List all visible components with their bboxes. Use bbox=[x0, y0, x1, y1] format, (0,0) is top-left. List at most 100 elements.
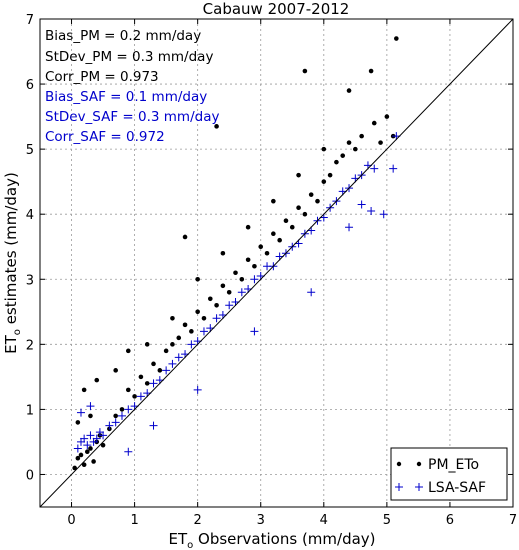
legend-box bbox=[390, 447, 508, 501]
data-point bbox=[371, 120, 377, 126]
legend-label-pm: PM_ETo bbox=[428, 457, 479, 473]
data-point bbox=[195, 309, 200, 315]
data-point bbox=[85, 449, 90, 454]
data-point bbox=[195, 276, 200, 282]
data-point bbox=[80, 434, 89, 443]
data-point bbox=[302, 68, 308, 74]
y-axis-label: ETo estimates (mm/day) bbox=[2, 172, 23, 354]
data-point bbox=[94, 377, 100, 383]
data-point bbox=[92, 434, 101, 443]
data-point bbox=[182, 234, 188, 240]
data-point bbox=[144, 342, 150, 347]
data-point bbox=[132, 394, 137, 399]
data-point bbox=[113, 368, 118, 373]
data-point bbox=[199, 327, 208, 336]
data-point bbox=[72, 465, 77, 471]
legend-label-saf: LSA-SAF bbox=[428, 480, 486, 496]
data-point bbox=[105, 421, 114, 430]
stat-stdev-saf: StDev_SAF = 0.3 mm/day bbox=[45, 109, 219, 125]
data-point bbox=[113, 413, 118, 419]
x-tick-label: 0 bbox=[67, 513, 75, 528]
data-point bbox=[271, 231, 276, 237]
data-point bbox=[308, 192, 314, 197]
data-point bbox=[189, 329, 194, 334]
data-point bbox=[86, 402, 95, 411]
data-point bbox=[78, 452, 84, 458]
data-point bbox=[237, 288, 246, 297]
data-point bbox=[378, 140, 383, 145]
data-point bbox=[245, 224, 251, 230]
data-point bbox=[207, 296, 213, 302]
data-point bbox=[125, 348, 131, 354]
data-point bbox=[193, 385, 202, 394]
x-axis-label-subscript: o bbox=[187, 540, 193, 550]
data-point bbox=[389, 164, 398, 173]
data-point bbox=[302, 211, 308, 217]
data-point bbox=[75, 420, 81, 425]
data-point bbox=[100, 442, 106, 448]
x-tick-label: 6 bbox=[446, 513, 454, 528]
data-point bbox=[182, 322, 188, 328]
data-point bbox=[170, 342, 175, 347]
data-point bbox=[346, 140, 352, 145]
data-point bbox=[271, 198, 276, 204]
legend-marker-saf bbox=[395, 483, 423, 491]
y-tick-label: 1 bbox=[26, 403, 34, 418]
data-point bbox=[201, 316, 207, 321]
data-point bbox=[214, 302, 219, 308]
data-point bbox=[119, 407, 125, 412]
stat-bias-saf: Bias_SAF = 0.1 mm/day bbox=[45, 89, 207, 105]
data-point bbox=[368, 68, 374, 74]
data-point bbox=[225, 301, 234, 310]
data-point bbox=[111, 418, 120, 427]
data-marks bbox=[72, 36, 401, 471]
grid-lines bbox=[40, 18, 514, 507]
stat-stdev-pm: StDev_PM = 0.3 mm/day bbox=[45, 49, 213, 65]
data-point bbox=[283, 218, 289, 224]
data-point bbox=[117, 411, 126, 420]
data-point bbox=[226, 289, 232, 295]
data-point bbox=[86, 431, 95, 440]
data-point bbox=[83, 441, 92, 450]
data-point bbox=[125, 387, 131, 393]
data-point bbox=[370, 164, 379, 173]
y-tick-label: 6 bbox=[26, 78, 34, 93]
data-point bbox=[88, 446, 93, 451]
chart-title: Cabauw 2007-2012 bbox=[203, 0, 350, 18]
data-point bbox=[321, 146, 327, 152]
x-tick-label: 7 bbox=[509, 513, 517, 528]
data-point bbox=[252, 263, 257, 269]
x-tick-label: 5 bbox=[383, 513, 391, 528]
data-point bbox=[162, 366, 171, 375]
data-point bbox=[307, 288, 316, 297]
data-point bbox=[357, 200, 366, 209]
stat-corr-pm: Corr_PM = 0.973 bbox=[45, 69, 159, 85]
data-point bbox=[124, 447, 133, 456]
x-tick-label: 4 bbox=[320, 513, 328, 528]
stats-annotation: Bias_PM = 0.2 mm/day StDev_PM = 0.3 mm/d… bbox=[45, 28, 219, 145]
data-point bbox=[245, 257, 251, 263]
data-point bbox=[289, 224, 295, 230]
data-point bbox=[394, 36, 399, 41]
y-tick-label: 2 bbox=[26, 338, 34, 353]
data-point bbox=[187, 340, 196, 349]
data-point bbox=[239, 276, 245, 282]
y-tick-label: 0 bbox=[26, 468, 34, 483]
y-tick-label: 7 bbox=[26, 13, 34, 28]
data-point bbox=[277, 237, 282, 243]
data-point bbox=[75, 455, 81, 461]
data-point bbox=[250, 327, 259, 336]
data-point bbox=[168, 359, 177, 368]
x-tick-label: 3 bbox=[257, 513, 265, 528]
legend-marker-pm bbox=[396, 461, 422, 467]
data-point bbox=[212, 314, 221, 323]
x-axis-label: ETo Observations (mm/day) bbox=[168, 530, 375, 550]
data-point bbox=[170, 316, 175, 321]
data-point bbox=[315, 198, 320, 204]
y-tick-label: 5 bbox=[26, 143, 34, 158]
data-point bbox=[163, 348, 169, 354]
plot-frame bbox=[39, 18, 514, 508]
data-point bbox=[220, 283, 226, 289]
data-point bbox=[264, 250, 270, 256]
